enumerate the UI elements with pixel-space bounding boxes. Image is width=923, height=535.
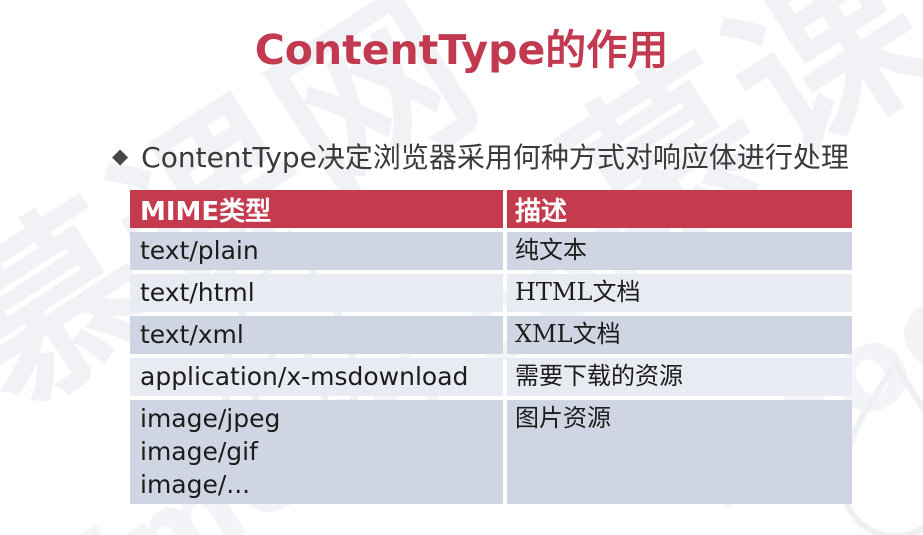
- bullet-line: ◆ ContentType决定浏览器采用何种方式对响应体进行处理: [112, 136, 849, 176]
- description-cell: 纯文本: [507, 232, 852, 270]
- bullet-text: ContentType决定浏览器采用何种方式对响应体进行处理: [141, 141, 849, 174]
- mime-table: MIME类型 描述 text/plain 纯文本 text/html HTML文档 te…: [130, 190, 852, 508]
- mime-type-cell: application/x-msdownload: [130, 358, 503, 396]
- page-title: ContentType的作用: [254, 26, 669, 74]
- table-body: text/plain 纯文本 text/html HTML文档 text/xml XML文…: [130, 232, 852, 504]
- mime-type-cell: text/xml: [130, 316, 503, 354]
- description-cell: 需要下载的资源: [507, 358, 852, 396]
- description-cell: 图片资源: [507, 400, 852, 504]
- column-header-mime-type: MIME类型: [130, 190, 503, 228]
- table-header-row: MIME类型 描述: [130, 190, 852, 228]
- table-row: image/jpeg image/gif image/... 图片资源: [130, 400, 852, 504]
- description-cell: XML文档: [507, 316, 852, 354]
- table-row: text/xml XML文档: [130, 316, 852, 354]
- table-row: text/plain 纯文本: [130, 232, 852, 270]
- table-row: application/x-msdownload 需要下载的资源: [130, 358, 852, 396]
- mime-type-cell: image/jpeg image/gif image/...: [130, 400, 503, 504]
- mime-type-cell: text/html: [130, 274, 503, 312]
- column-header-description: 描述: [507, 190, 852, 228]
- mime-type-cell: text/plain: [130, 232, 503, 270]
- diamond-bullet-icon: ◆: [112, 143, 129, 168]
- table-row: text/html HTML文档: [130, 274, 852, 312]
- description-cell: HTML文档: [507, 274, 852, 312]
